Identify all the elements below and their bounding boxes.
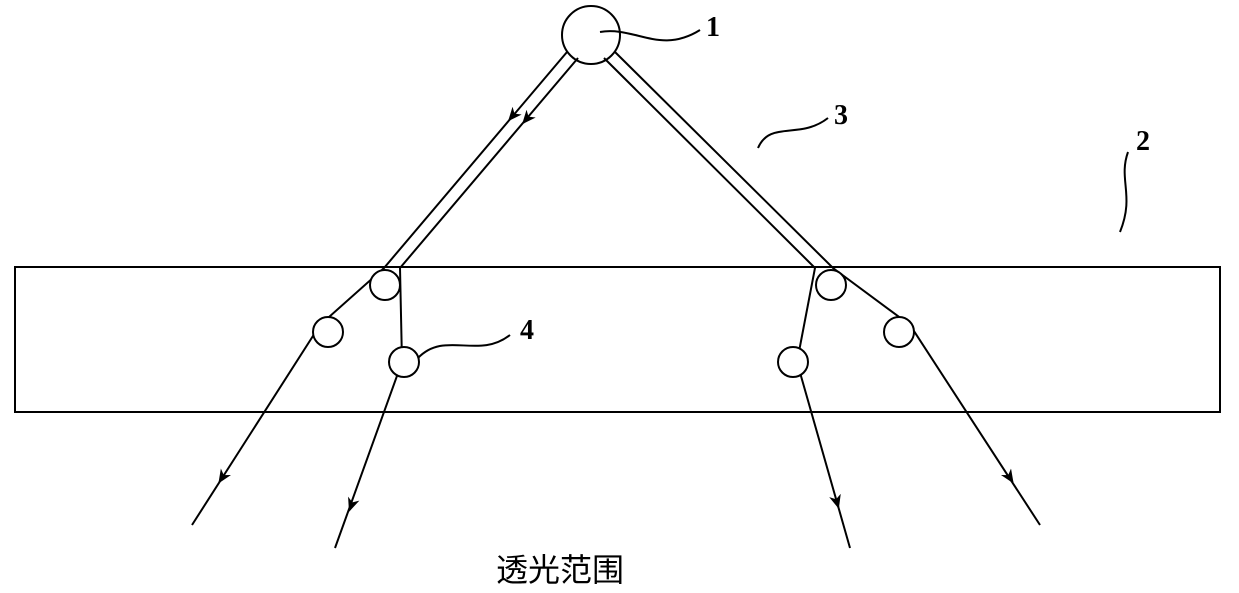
- leader-l4: [418, 335, 510, 358]
- refraction-circle-left_top: [370, 270, 400, 300]
- leader-l3: [758, 118, 828, 148]
- refraction-circle-right_mid: [884, 317, 914, 347]
- arrowhead-on_right_outer_lower: [1011, 480, 1012, 482]
- diagram-svg: [0, 0, 1239, 593]
- arrowhead-on_left_outer_lower: [219, 480, 220, 482]
- rays-group: [192, 52, 1040, 548]
- arrowhead-on_left_outer_upper: [509, 118, 510, 120]
- arrowhead-on_right_inner_lower: [838, 505, 839, 507]
- slab-rect: [15, 267, 1220, 412]
- leader-curves: [418, 30, 1128, 358]
- label-1: 1: [706, 12, 720, 44]
- refraction-circles: [313, 270, 914, 377]
- source-circle: [562, 6, 620, 64]
- arrowhead-on_left_inner_upper: [523, 121, 524, 123]
- refraction-circle-right_bot: [778, 347, 808, 377]
- refraction-circle-right_top: [816, 270, 846, 300]
- ray-right_inner: [604, 58, 850, 548]
- label-2: 2: [1136, 126, 1150, 158]
- refraction-circle-left_mid: [313, 317, 343, 347]
- label-4: 4: [520, 315, 534, 347]
- leader-l2: [1120, 152, 1128, 232]
- label-3: 3: [834, 100, 848, 132]
- refraction-circle-left_bot: [389, 347, 419, 377]
- leader-l1: [600, 30, 700, 40]
- ray-left_inner: [335, 58, 578, 548]
- arrowhead-on_left_inner_lower: [350, 508, 351, 510]
- caption-text: 透光范围: [496, 545, 624, 591]
